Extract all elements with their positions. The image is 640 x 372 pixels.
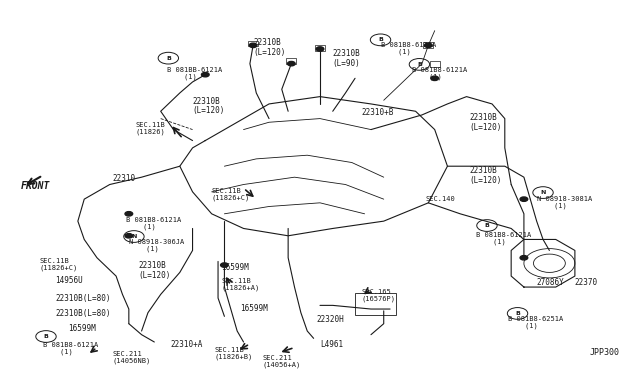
Circle shape [316,47,324,51]
Bar [248,41,258,46]
Text: 22310B
(L=90): 22310B (L=90) [333,49,360,68]
Text: 22310+A: 22310+A [170,340,203,349]
Circle shape [424,43,432,48]
Text: 22310B
(L=120): 22310B (L=120) [253,38,285,57]
Text: B: B [378,37,383,42]
Text: FRONT: FRONT [20,181,50,191]
Text: 16599M: 16599M [221,263,249,272]
Text: B: B [166,56,171,61]
Bar [429,61,440,67]
Text: 22310B(L=80): 22310B(L=80) [56,294,111,304]
Text: B: B [44,334,49,339]
Text: N 08918-306JA
    (1): N 08918-306JA (1) [129,240,184,253]
Text: 16599M: 16599M [68,324,96,333]
Text: B 081BB-6121A
    (1): B 081BB-6121A (1) [167,67,222,80]
Text: SEC.11B
(11826): SEC.11B (11826) [135,122,165,135]
Circle shape [287,61,295,66]
Text: B: B [484,223,490,228]
Text: B 081B8-6121A
    (1): B 081B8-6121A (1) [43,342,98,355]
Text: B 081B8-6251A
    (1): B 081B8-6251A (1) [508,316,563,329]
Text: N: N [131,234,136,239]
Text: SEC.165
(16576P): SEC.165 (16576P) [362,289,396,302]
Text: L4961: L4961 [320,340,343,349]
Text: 22310: 22310 [113,173,136,183]
Text: 16599M: 16599M [241,304,268,312]
Text: SEC.11B
(11826+A): SEC.11B (11826+A) [221,278,259,291]
Circle shape [249,43,257,48]
Text: 22370: 22370 [575,278,598,287]
Text: B 081B8-6121A
    (1): B 081B8-6121A (1) [476,232,531,245]
Text: B 081B8-6121A
    (1): B 081B8-6121A (1) [412,67,468,80]
Text: 22310B(L=80): 22310B(L=80) [56,309,111,318]
Text: 22310B
(L=120): 22310B (L=120) [138,262,171,280]
Text: B: B [417,62,422,67]
Text: SEC.140: SEC.140 [425,196,455,202]
Text: SEC.11B
(11826+C): SEC.11B (11826+C) [212,188,250,201]
Text: N: N [540,190,546,195]
Circle shape [125,212,132,216]
Text: 14956U: 14956U [56,276,83,285]
Bar [355,292,396,315]
Bar [286,58,296,64]
Text: B 081B8-6121A
    (1): B 081B8-6121A (1) [381,42,436,55]
Text: SEC.211
(14056+A): SEC.211 (14056+A) [262,355,301,368]
Text: 22310+B: 22310+B [362,108,394,116]
Text: N 08918-3081A
    (1): N 08918-3081A (1) [537,196,592,208]
Text: 22310B
(L=120): 22310B (L=120) [470,166,502,185]
Text: 22320H: 22320H [317,315,344,324]
Text: SEC.211
(14056NB): SEC.211 (14056NB) [113,351,151,364]
Text: JPP300: JPP300 [589,348,620,357]
Text: SEC.11B
(11826+C): SEC.11B (11826+C) [40,258,78,271]
Bar [315,45,325,51]
Circle shape [520,256,528,260]
Circle shape [202,73,209,77]
Text: SEC.11B
(11826+B): SEC.11B (11826+B) [215,347,253,360]
Circle shape [431,76,438,80]
Text: 27086Y: 27086Y [537,278,564,287]
Text: 22310B
(L=120): 22310B (L=120) [470,113,502,132]
Circle shape [125,234,132,238]
Bar [423,42,433,48]
Text: 22310B
(L=120): 22310B (L=120) [193,97,225,115]
Circle shape [520,197,528,201]
Text: B: B [515,311,520,316]
Text: B 081B8-6121A
    (1): B 081B8-6121A (1) [125,218,181,231]
Circle shape [221,263,228,267]
